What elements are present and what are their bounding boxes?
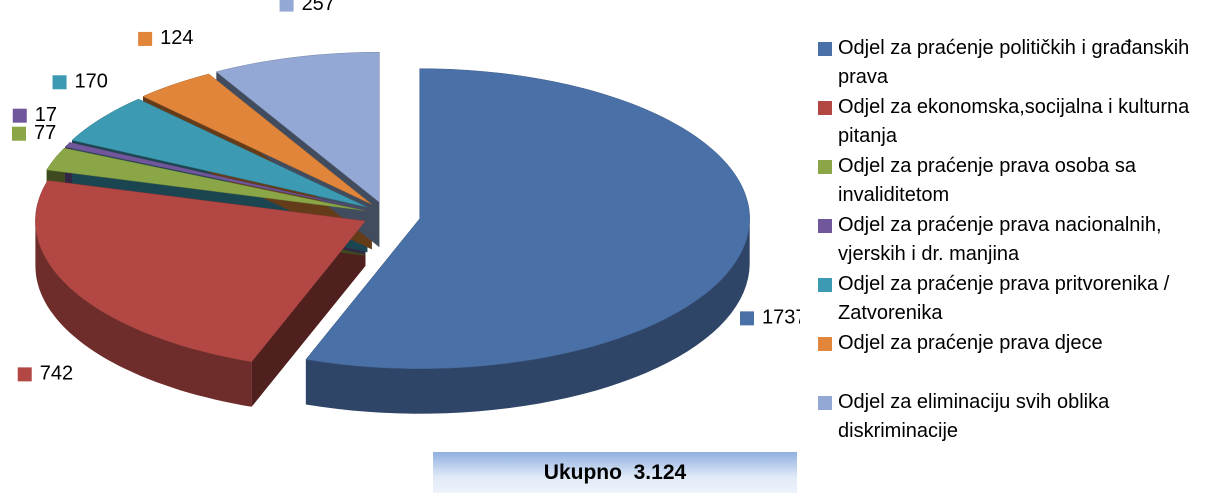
slice-tops <box>35 51 750 369</box>
label-swatch <box>740 311 754 326</box>
value-label: 257 <box>302 0 335 15</box>
slice-outer-wall <box>305 218 750 414</box>
legend-swatch <box>818 396 832 410</box>
slice <box>46 147 365 211</box>
legend-item: Odjel za praćenje prava osoba sa invalid… <box>818 152 1203 211</box>
slice <box>142 73 372 205</box>
legend-label: Odjel za praćenje prava pritvorenika / Z… <box>838 273 1170 324</box>
legend-label: Odjel za praćenje prava djece <box>838 332 1103 354</box>
legend-item: Odjel za praćenje prava nacionalnih, vje… <box>818 211 1203 270</box>
legend-item: Odjel za praćenje političkih i građanski… <box>818 34 1203 93</box>
legend-label: Odjel za praćenje političkih i građanski… <box>838 37 1190 88</box>
label-swatch <box>52 75 67 90</box>
legend-label: Odjel za eliminaciju svih oblika diskrim… <box>838 391 1110 442</box>
label-swatch <box>12 126 26 141</box>
value-label: 17 <box>35 104 57 126</box>
legend-swatch <box>818 337 832 351</box>
slice <box>215 51 380 203</box>
legend-swatch <box>818 160 832 174</box>
slice <box>35 180 366 363</box>
legend-item: Odjel za praćenje prava djece <box>818 329 1203 388</box>
legend-swatch <box>818 101 832 115</box>
total-annotation: Ukupno 3.124 <box>433 452 797 493</box>
legend-item: Odjel za eliminaciju svih oblika diskrim… <box>818 388 1203 447</box>
legend-swatch <box>818 278 832 292</box>
value-label: 124 <box>160 27 193 49</box>
slice-outer-wall <box>35 221 252 407</box>
legend-swatch <box>818 219 832 233</box>
legend-label: Odjel za ekonomska,socijalna i kulturna … <box>838 96 1190 147</box>
legend-item: Odjel za praćenje prava pritvorenika / Z… <box>818 270 1203 329</box>
label-swatch <box>12 108 27 123</box>
slice-edge-wall <box>251 221 366 407</box>
value-label: 170 <box>75 71 108 93</box>
legend-label: Odjel za praćenje prava nacionalnih, vje… <box>838 214 1162 265</box>
legend-swatch <box>818 42 832 56</box>
label-swatch <box>17 367 32 382</box>
legend: Odjel za praćenje političkih i građanski… <box>818 34 1203 447</box>
slice <box>71 98 368 208</box>
value-label: 77 <box>34 122 56 144</box>
label-swatch <box>138 31 153 46</box>
slice <box>64 142 366 210</box>
value-label: 742 <box>40 363 73 385</box>
legend-item: Odjel za ekonomska,socijalna i kulturna … <box>818 93 1203 152</box>
slice <box>305 68 750 369</box>
label-swatch <box>279 0 294 12</box>
legend-label: Odjel za praćenje prava osoba sa invalid… <box>838 155 1136 206</box>
